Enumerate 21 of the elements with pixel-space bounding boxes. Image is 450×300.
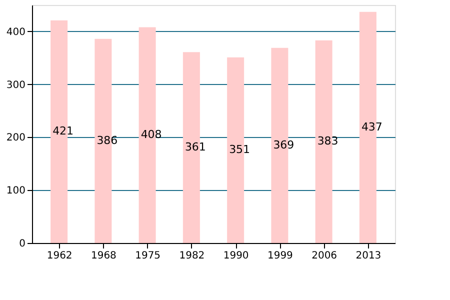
x-tick-label: 1975 (135, 250, 161, 262)
data-label: 369 (273, 138, 294, 152)
y-tick-label: 0 (19, 238, 26, 250)
data-label: 437 (361, 120, 382, 134)
x-tick-label: 2006 (312, 250, 338, 262)
x-tick-label: 1990 (223, 250, 249, 262)
data-label: 351 (229, 143, 250, 156)
x-tick-label: 2013 (356, 250, 382, 262)
y-tick-label: 400 (6, 26, 26, 38)
y-tick-label: 100 (6, 186, 26, 197)
data-label: 421 (52, 124, 74, 138)
y-tick-label: 200 (6, 132, 26, 144)
y-tick-label: 300 (6, 80, 26, 91)
x-tick-label: 1982 (179, 250, 205, 262)
data-label: 383 (317, 134, 338, 148)
data-label: 361 (184, 140, 206, 154)
data-label: 386 (96, 134, 118, 147)
x-tick-label: 1999 (267, 250, 293, 262)
data-label: 408 (140, 128, 162, 142)
x-tick-label: 1968 (90, 250, 116, 262)
x-tick-label: 1962 (46, 250, 72, 262)
